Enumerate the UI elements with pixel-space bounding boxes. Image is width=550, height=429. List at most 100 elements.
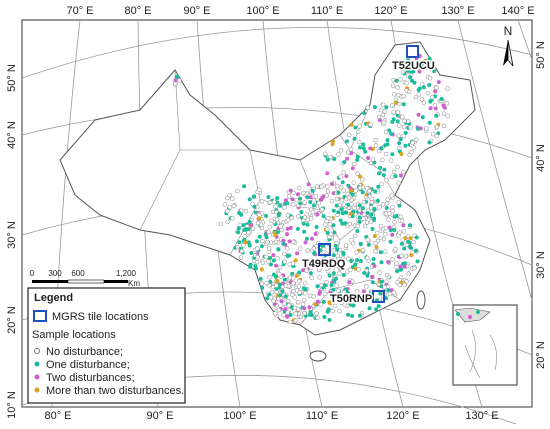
sample-point [352, 205, 357, 211]
sample-point [278, 293, 283, 298]
sample-point [408, 236, 413, 241]
scale-bar [32, 279, 128, 284]
sample-point [266, 195, 271, 199]
sample-point [413, 137, 419, 142]
sample-point [366, 156, 371, 160]
sample-point [310, 188, 315, 193]
sample-point [175, 74, 180, 79]
sample-point [401, 169, 406, 175]
sample-point [279, 299, 284, 304]
sample-point [372, 105, 377, 110]
sample-point [327, 264, 333, 270]
sample-point [347, 280, 352, 285]
sample-point [365, 211, 370, 215]
sample-point [313, 302, 317, 307]
sample-point [322, 291, 328, 297]
sample-point [246, 230, 251, 235]
longitude-label: 110° E [311, 5, 343, 17]
sample-point [373, 249, 378, 254]
sample-point [402, 282, 407, 288]
sample-point [401, 261, 406, 266]
sample-point [285, 310, 290, 315]
sample-point [353, 262, 358, 267]
sample-point [398, 267, 403, 272]
sample-point [344, 139, 349, 144]
sample-point [257, 234, 262, 239]
sample-point [408, 75, 413, 80]
sample-point [349, 259, 354, 263]
sample-point [287, 262, 292, 267]
sample-point [238, 255, 244, 260]
sample-point [390, 232, 395, 237]
sample-point [329, 283, 334, 287]
sample-point [301, 190, 306, 196]
sample-point [266, 229, 271, 235]
sample-point [235, 244, 240, 250]
sample-point [408, 69, 413, 74]
sample-point [405, 68, 410, 73]
sample-point [278, 224, 283, 229]
sample-point [264, 213, 268, 218]
sample-point [315, 299, 320, 304]
sample-point [414, 235, 419, 240]
sample-point [331, 139, 335, 144]
sample-point [404, 80, 409, 86]
sample-point [303, 280, 308, 286]
sample-point [387, 225, 392, 230]
sample-point [278, 282, 283, 287]
sample-point [334, 283, 339, 288]
sample-point [402, 246, 407, 251]
sample-point [355, 129, 361, 135]
sample-point [308, 312, 312, 317]
sample-point [258, 222, 264, 227]
sample-point [290, 271, 295, 276]
sample-point [391, 109, 396, 115]
sample-point [373, 143, 379, 148]
sample-point [397, 141, 402, 146]
sample-point [327, 300, 332, 305]
sample-point [330, 308, 335, 314]
sample-point [328, 154, 333, 160]
sample-point [239, 248, 245, 254]
tile-box [318, 243, 331, 256]
sample-point [353, 125, 358, 130]
sample-point [302, 200, 307, 205]
sample-point [350, 192, 355, 197]
sample-point [412, 265, 417, 271]
sample-point [292, 305, 298, 311]
sample-point [307, 305, 312, 310]
sample-point [394, 78, 399, 83]
sample-point [423, 58, 428, 63]
sample-point [355, 154, 360, 159]
sample-point [278, 203, 282, 208]
sample-point [267, 224, 273, 230]
sample-point [315, 284, 320, 289]
sample-point [363, 149, 368, 154]
sample-point [247, 243, 252, 248]
sample-point [383, 211, 389, 216]
sample-point [277, 272, 282, 277]
sample-point [391, 169, 397, 175]
sample-point [396, 180, 401, 186]
sample-point [357, 139, 362, 145]
sample-point [274, 263, 279, 268]
sample-point [325, 171, 330, 176]
sample-point [384, 177, 389, 183]
sample-point [398, 214, 404, 219]
sample-point [276, 247, 281, 252]
sample-point [323, 151, 328, 157]
sample-point [338, 218, 343, 223]
sample-point [361, 289, 366, 294]
sample-point [295, 299, 301, 305]
sample-point [400, 114, 405, 120]
sample-point [409, 149, 414, 155]
sample-point [241, 223, 246, 228]
sample-point [341, 273, 346, 277]
sample-point [381, 173, 386, 178]
sample-point [336, 210, 341, 215]
sample-point [360, 206, 365, 211]
sample-point [357, 313, 362, 318]
sample-point [259, 281, 265, 286]
sample-point [350, 241, 356, 246]
sample-point [291, 239, 296, 245]
